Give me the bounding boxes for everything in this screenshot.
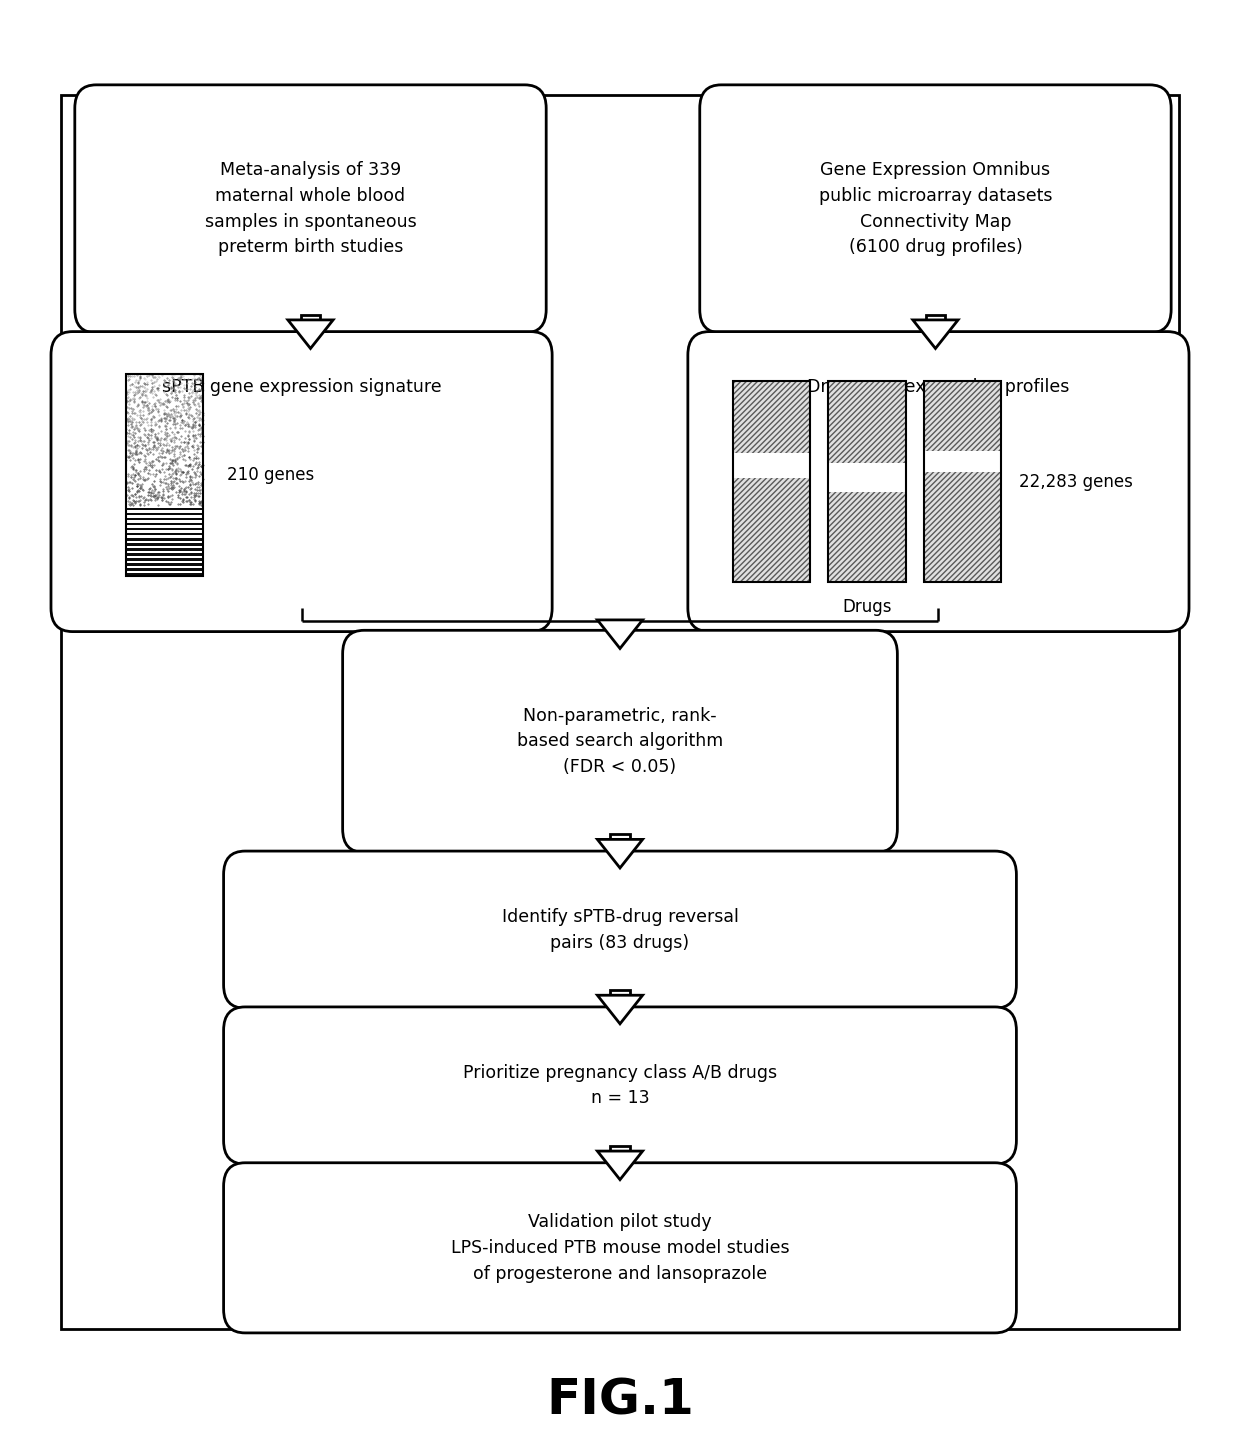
Bar — [733, 381, 811, 582]
Bar — [828, 463, 905, 492]
Text: Identify sPTB-drug reversal
pairs (83 drugs): Identify sPTB-drug reversal pairs (83 dr… — [501, 908, 739, 951]
Bar — [733, 381, 811, 582]
FancyBboxPatch shape — [699, 85, 1171, 333]
Bar — [924, 381, 1001, 582]
Bar — [126, 569, 203, 571]
Text: 22,283 genes: 22,283 genes — [1019, 473, 1132, 491]
Polygon shape — [598, 1152, 642, 1179]
FancyBboxPatch shape — [223, 1163, 1017, 1333]
Bar — [126, 553, 203, 556]
Polygon shape — [610, 990, 630, 996]
Bar — [126, 532, 203, 535]
Bar — [828, 381, 905, 582]
FancyBboxPatch shape — [688, 332, 1189, 632]
Text: 210 genes: 210 genes — [227, 466, 315, 483]
Polygon shape — [610, 834, 630, 840]
Polygon shape — [913, 320, 959, 348]
Text: Drug gene expression profiles: Drug gene expression profiles — [807, 378, 1070, 397]
FancyBboxPatch shape — [342, 631, 898, 853]
Bar — [126, 508, 203, 511]
Polygon shape — [598, 996, 642, 1023]
Bar — [924, 381, 1001, 582]
Text: Drugs: Drugs — [842, 597, 892, 616]
Bar — [126, 518, 203, 521]
FancyBboxPatch shape — [51, 332, 552, 632]
FancyBboxPatch shape — [223, 1007, 1017, 1165]
Text: Validation pilot study
LPS-induced PTB mouse model studies
of progesterone and l: Validation pilot study LPS-induced PTB m… — [450, 1214, 790, 1283]
Text: Meta-analysis of 339
maternal whole blood
samples in spontaneous
preterm birth s: Meta-analysis of 339 maternal whole bloo… — [205, 162, 417, 257]
Polygon shape — [598, 620, 642, 648]
Bar — [126, 558, 203, 561]
FancyBboxPatch shape — [223, 851, 1017, 1009]
Polygon shape — [610, 1146, 630, 1152]
Polygon shape — [926, 315, 945, 320]
Text: Prioritize pregnancy class A/B drugs
n = 13: Prioritize pregnancy class A/B drugs n =… — [463, 1063, 777, 1107]
Polygon shape — [301, 315, 320, 320]
Bar — [924, 381, 1001, 582]
Bar — [126, 563, 203, 566]
Text: Gene Expression Omnibus
public microarray datasets
Connectivity Map
(6100 drug p: Gene Expression Omnibus public microarra… — [818, 162, 1053, 257]
Text: FIG.1: FIG.1 — [546, 1377, 694, 1424]
Text: Non-parametric, rank-
based search algorithm
(FDR < 0.05): Non-parametric, rank- based search algor… — [517, 707, 723, 776]
Bar — [924, 452, 1001, 472]
Bar — [828, 381, 905, 582]
Bar — [126, 374, 203, 576]
FancyBboxPatch shape — [74, 85, 546, 333]
Text: sPTB gene expression signature: sPTB gene expression signature — [161, 378, 441, 397]
Bar — [828, 381, 905, 582]
Polygon shape — [598, 840, 642, 867]
Bar — [126, 538, 203, 541]
Bar — [733, 381, 811, 582]
Bar — [126, 522, 203, 525]
Bar — [126, 573, 203, 576]
Bar — [126, 543, 203, 545]
Bar — [126, 528, 203, 531]
Bar — [126, 548, 203, 551]
Polygon shape — [288, 320, 334, 348]
Bar — [126, 512, 203, 515]
Bar — [733, 453, 811, 478]
